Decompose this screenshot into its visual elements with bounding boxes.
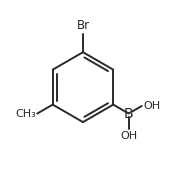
- Text: Br: Br: [76, 19, 90, 32]
- Text: OH: OH: [120, 131, 137, 141]
- Text: CH₃: CH₃: [15, 109, 36, 119]
- Text: B: B: [124, 106, 133, 121]
- Text: OH: OH: [144, 101, 161, 111]
